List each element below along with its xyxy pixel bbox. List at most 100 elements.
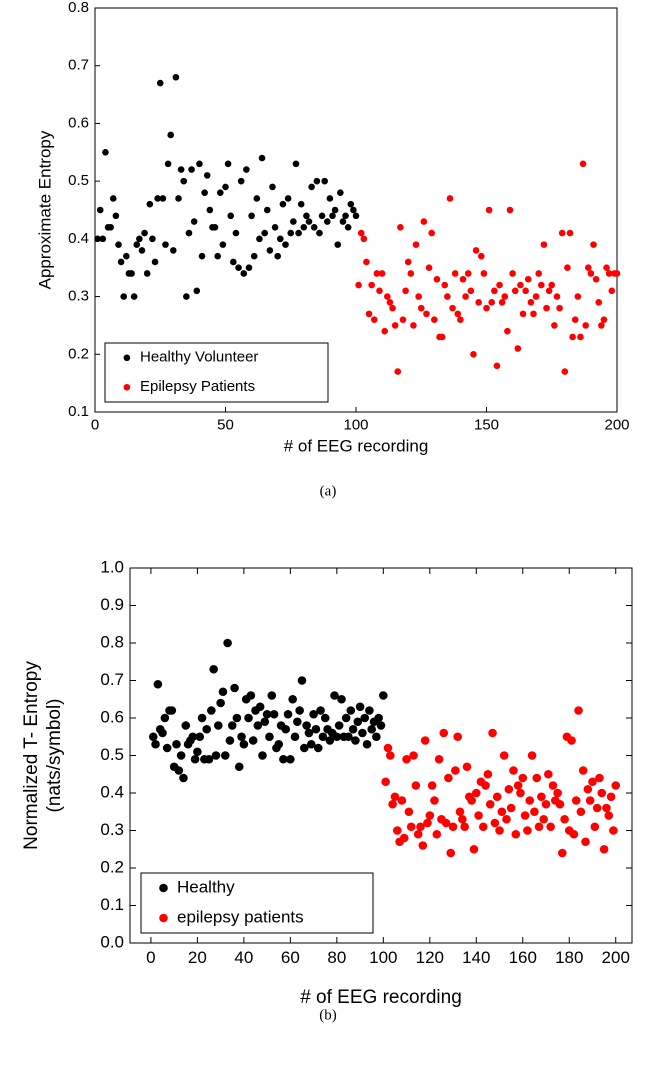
data-point: [156, 79, 164, 87]
data-point: [330, 691, 339, 700]
data-point: [581, 837, 590, 847]
data-point: [250, 252, 258, 260]
data-point: [374, 713, 383, 723]
data-point: [167, 706, 177, 715]
data-point: [411, 781, 421, 790]
data-point: [386, 299, 394, 306]
data-point: [460, 822, 469, 832]
data-point: [399, 316, 407, 323]
legend-label: Epilepsy Patients: [140, 378, 255, 395]
data-point: [207, 706, 216, 715]
data-point: [471, 788, 481, 798]
x-tick-label: 200: [602, 948, 630, 967]
data-point: [527, 751, 537, 760]
data-point: [170, 247, 177, 254]
data-point: [595, 299, 603, 306]
data-point: [469, 844, 479, 854]
data-point: [353, 717, 363, 727]
data-point: [394, 368, 402, 375]
data-point: [441, 281, 449, 289]
data-point: [420, 218, 428, 225]
data-point: [227, 212, 235, 220]
data-point: [600, 316, 608, 323]
data-point: [179, 773, 188, 783]
data-point: [146, 200, 154, 208]
data-point: [587, 270, 595, 277]
data-point: [230, 683, 239, 693]
data-point: [94, 235, 101, 243]
data-point: [115, 241, 122, 248]
data-point: [263, 206, 271, 214]
data-point: [571, 316, 579, 323]
legend-marker: [159, 913, 168, 923]
data-point: [304, 728, 314, 738]
x-tick-label: 0: [91, 416, 99, 433]
y-axis-title: (nats/symbol): [44, 698, 65, 812]
data-point: [392, 826, 402, 835]
data-point: [470, 350, 477, 358]
y-tick-label: 0.6: [68, 114, 89, 131]
data-point: [220, 751, 230, 760]
data-point: [203, 172, 211, 179]
data-point: [286, 754, 295, 764]
data-point: [404, 258, 412, 266]
data-point: [235, 264, 242, 272]
data-point: [162, 241, 169, 248]
data-point: [464, 270, 472, 277]
data-point: [316, 229, 323, 237]
x-tick-label: 60: [281, 948, 300, 967]
data-point: [504, 784, 514, 794]
data-point: [416, 822, 425, 832]
x-tick-label: 160: [509, 948, 537, 967]
data-point: [609, 826, 618, 835]
data-point: [584, 264, 592, 272]
data-point: [188, 166, 195, 173]
data-point: [107, 224, 114, 231]
data-point: [438, 333, 446, 341]
data-point: [305, 218, 313, 225]
data-point: [347, 200, 355, 208]
data-point: [362, 739, 372, 749]
data-point: [459, 275, 467, 283]
data-point: [290, 732, 300, 742]
data-point: [177, 166, 185, 173]
data-point: [149, 235, 156, 243]
data-point: [501, 293, 509, 300]
data-point: [546, 822, 555, 832]
data-point: [255, 702, 265, 712]
data-point: [541, 799, 551, 809]
data-point: [425, 811, 435, 820]
data-point: [248, 736, 258, 745]
data-point: [449, 304, 456, 312]
data-point: [548, 781, 558, 790]
legend-label: epilepsy patients: [177, 907, 304, 926]
data-point: [497, 807, 507, 817]
data-point: [143, 270, 151, 277]
data-point: [355, 281, 362, 289]
data-point: [311, 724, 321, 734]
data-point: [571, 796, 581, 805]
data-point: [480, 270, 488, 277]
data-point: [376, 721, 386, 730]
data-point: [428, 229, 435, 237]
data-point: [352, 212, 360, 220]
data-point: [297, 676, 307, 685]
x-tick-label: 180: [555, 948, 583, 967]
data-point: [308, 183, 315, 191]
data-point: [141, 229, 148, 237]
data-point: [483, 304, 490, 312]
data-point: [337, 189, 344, 196]
data-point: [545, 287, 553, 295]
data-point: [190, 218, 198, 225]
data-point: [320, 713, 330, 723]
data-point: [99, 235, 107, 243]
data-point: [277, 235, 284, 243]
data-point: [544, 769, 553, 779]
data-point: [288, 694, 297, 704]
data-point: [154, 195, 161, 202]
data-point: [491, 287, 498, 295]
data-point: [455, 807, 465, 817]
data-point: [402, 754, 411, 764]
data-point: [204, 754, 214, 764]
data-point: [318, 212, 326, 220]
